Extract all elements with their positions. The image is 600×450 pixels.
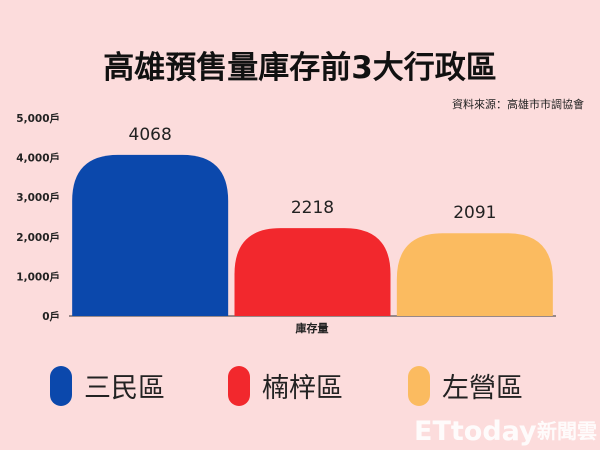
y-tick-label: 0戶 [42,310,60,323]
y-axis: 0戶 1,000戶 2,000戶 3,000戶 4,000戶 5,000戶 [16,112,60,323]
legend: 三民區 楠梓區 左營區 [50,366,523,406]
legend-swatch [228,366,250,406]
bar-value-label: 2218 [291,198,334,218]
legend-swatch [408,366,430,406]
x-axis-label: 庫存量 [296,321,329,335]
legend-item: 三民區 [50,366,165,406]
y-tick-label: 3,000戶 [16,191,60,204]
chart-title: 高雄預售量庫存前3大行政區 [103,50,497,86]
watermark: ETtoday 新聞雲 [414,416,597,447]
watermark-suffix: 新聞雲 [537,419,597,443]
bar-1 [72,154,229,316]
value-labels: 4068 2218 2091 [129,125,497,223]
bar-value-label: 4068 [129,125,172,145]
legend-label: 左營區 [442,373,523,404]
bar-value-label: 2091 [453,203,496,223]
legend-label: 三民區 [84,373,165,404]
legend-item: 左營區 [408,366,523,406]
bar-3 [396,233,553,316]
legend-item: 楠梓區 [228,366,343,406]
legend-label: 楠梓區 [262,373,343,404]
data-source-note: 資料來源：高雄市市調協會 [452,97,584,111]
y-tick-label: 5,000戶 [16,112,60,125]
bars [72,154,553,316]
y-tick-label: 4,000戶 [16,152,60,165]
bar-2 [234,228,391,316]
y-tick-label: 2,000戶 [16,231,60,244]
y-tick-label: 1,000戶 [16,270,60,283]
watermark-brand: ETtoday [414,416,537,447]
legend-swatch [50,366,72,406]
